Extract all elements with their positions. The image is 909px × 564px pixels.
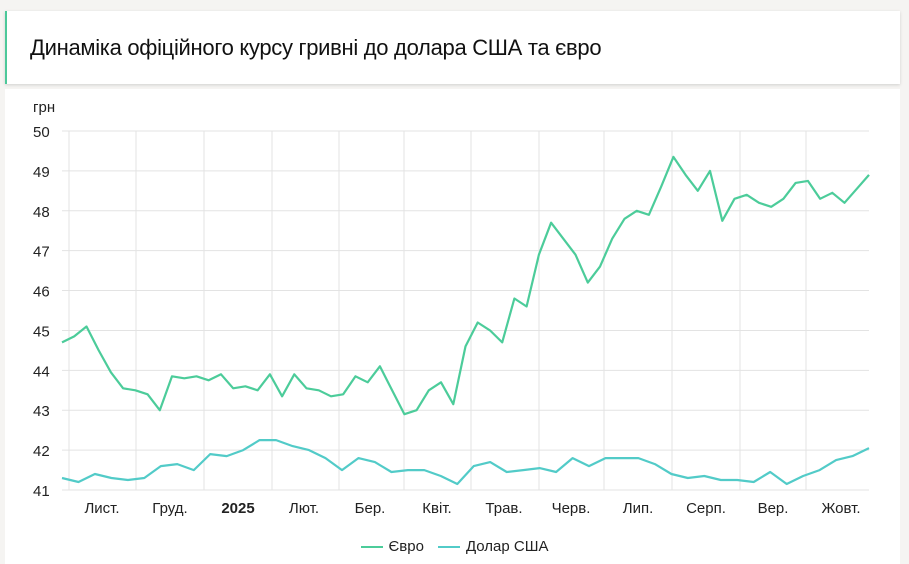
usd-series-line (61, 439, 870, 486)
x-tick-label: Черв. (552, 500, 591, 517)
legend-item-euro[interactable]: Євро (360, 538, 424, 555)
x-tick-label: Лют. (289, 500, 319, 517)
y-tick-label: 45 (33, 323, 50, 340)
x-tick-label: Лист. (84, 500, 119, 517)
x-tick-label: Жовт. (821, 500, 860, 517)
y-tick-label: 41 (33, 483, 50, 500)
x-tick-label: Серп. (686, 500, 726, 517)
y-tick-label: 47 (33, 244, 50, 261)
euro-line-swatch-icon (360, 545, 383, 548)
y-tick-label: 44 (33, 363, 50, 380)
y-tick-label: 46 (33, 284, 50, 301)
legend-item-usd[interactable]: Долар США (437, 538, 549, 555)
x-tick-label: Вер. (758, 500, 789, 517)
x-tick-label: Квіт. (422, 500, 451, 517)
chart-series (61, 155, 870, 486)
chart-legend: Євро Долар США (0, 538, 909, 555)
chart-grid (62, 130, 869, 491)
y-tick-label: 48 (33, 204, 50, 221)
y-tick-label: 43 (33, 403, 50, 420)
y-axis: 50 49 48 47 46 45 44 43 42 41 (33, 124, 50, 500)
chart-card (5, 89, 900, 564)
x-tick-label: Груд. (152, 500, 187, 517)
page-title: Динаміка офіційного курсу гривні до дола… (30, 35, 602, 60)
legend-label-usd: Долар США (465, 538, 549, 555)
x-axis: Лист. Груд. 2025 Лют. Бер. Квіт. Трав. Черв. Лип… (84, 500, 860, 517)
header-card: Динаміка офіційного курсу гривні до дола… (5, 11, 900, 84)
x-tick-label: Трав. (485, 500, 522, 517)
x-tick-label: Бер. (355, 500, 386, 517)
y-axis-unit-label: грн (33, 99, 55, 116)
x-tick-label: 2025 (221, 500, 254, 517)
usd-line-swatch-icon (437, 545, 460, 548)
legend-label-euro: Євро (388, 538, 424, 555)
x-tick-label: Лип. (623, 500, 654, 517)
y-tick-label: 49 (33, 164, 50, 181)
euro-series-line (61, 155, 870, 416)
y-tick-label: 50 (33, 124, 50, 141)
y-tick-label: 42 (33, 443, 50, 460)
